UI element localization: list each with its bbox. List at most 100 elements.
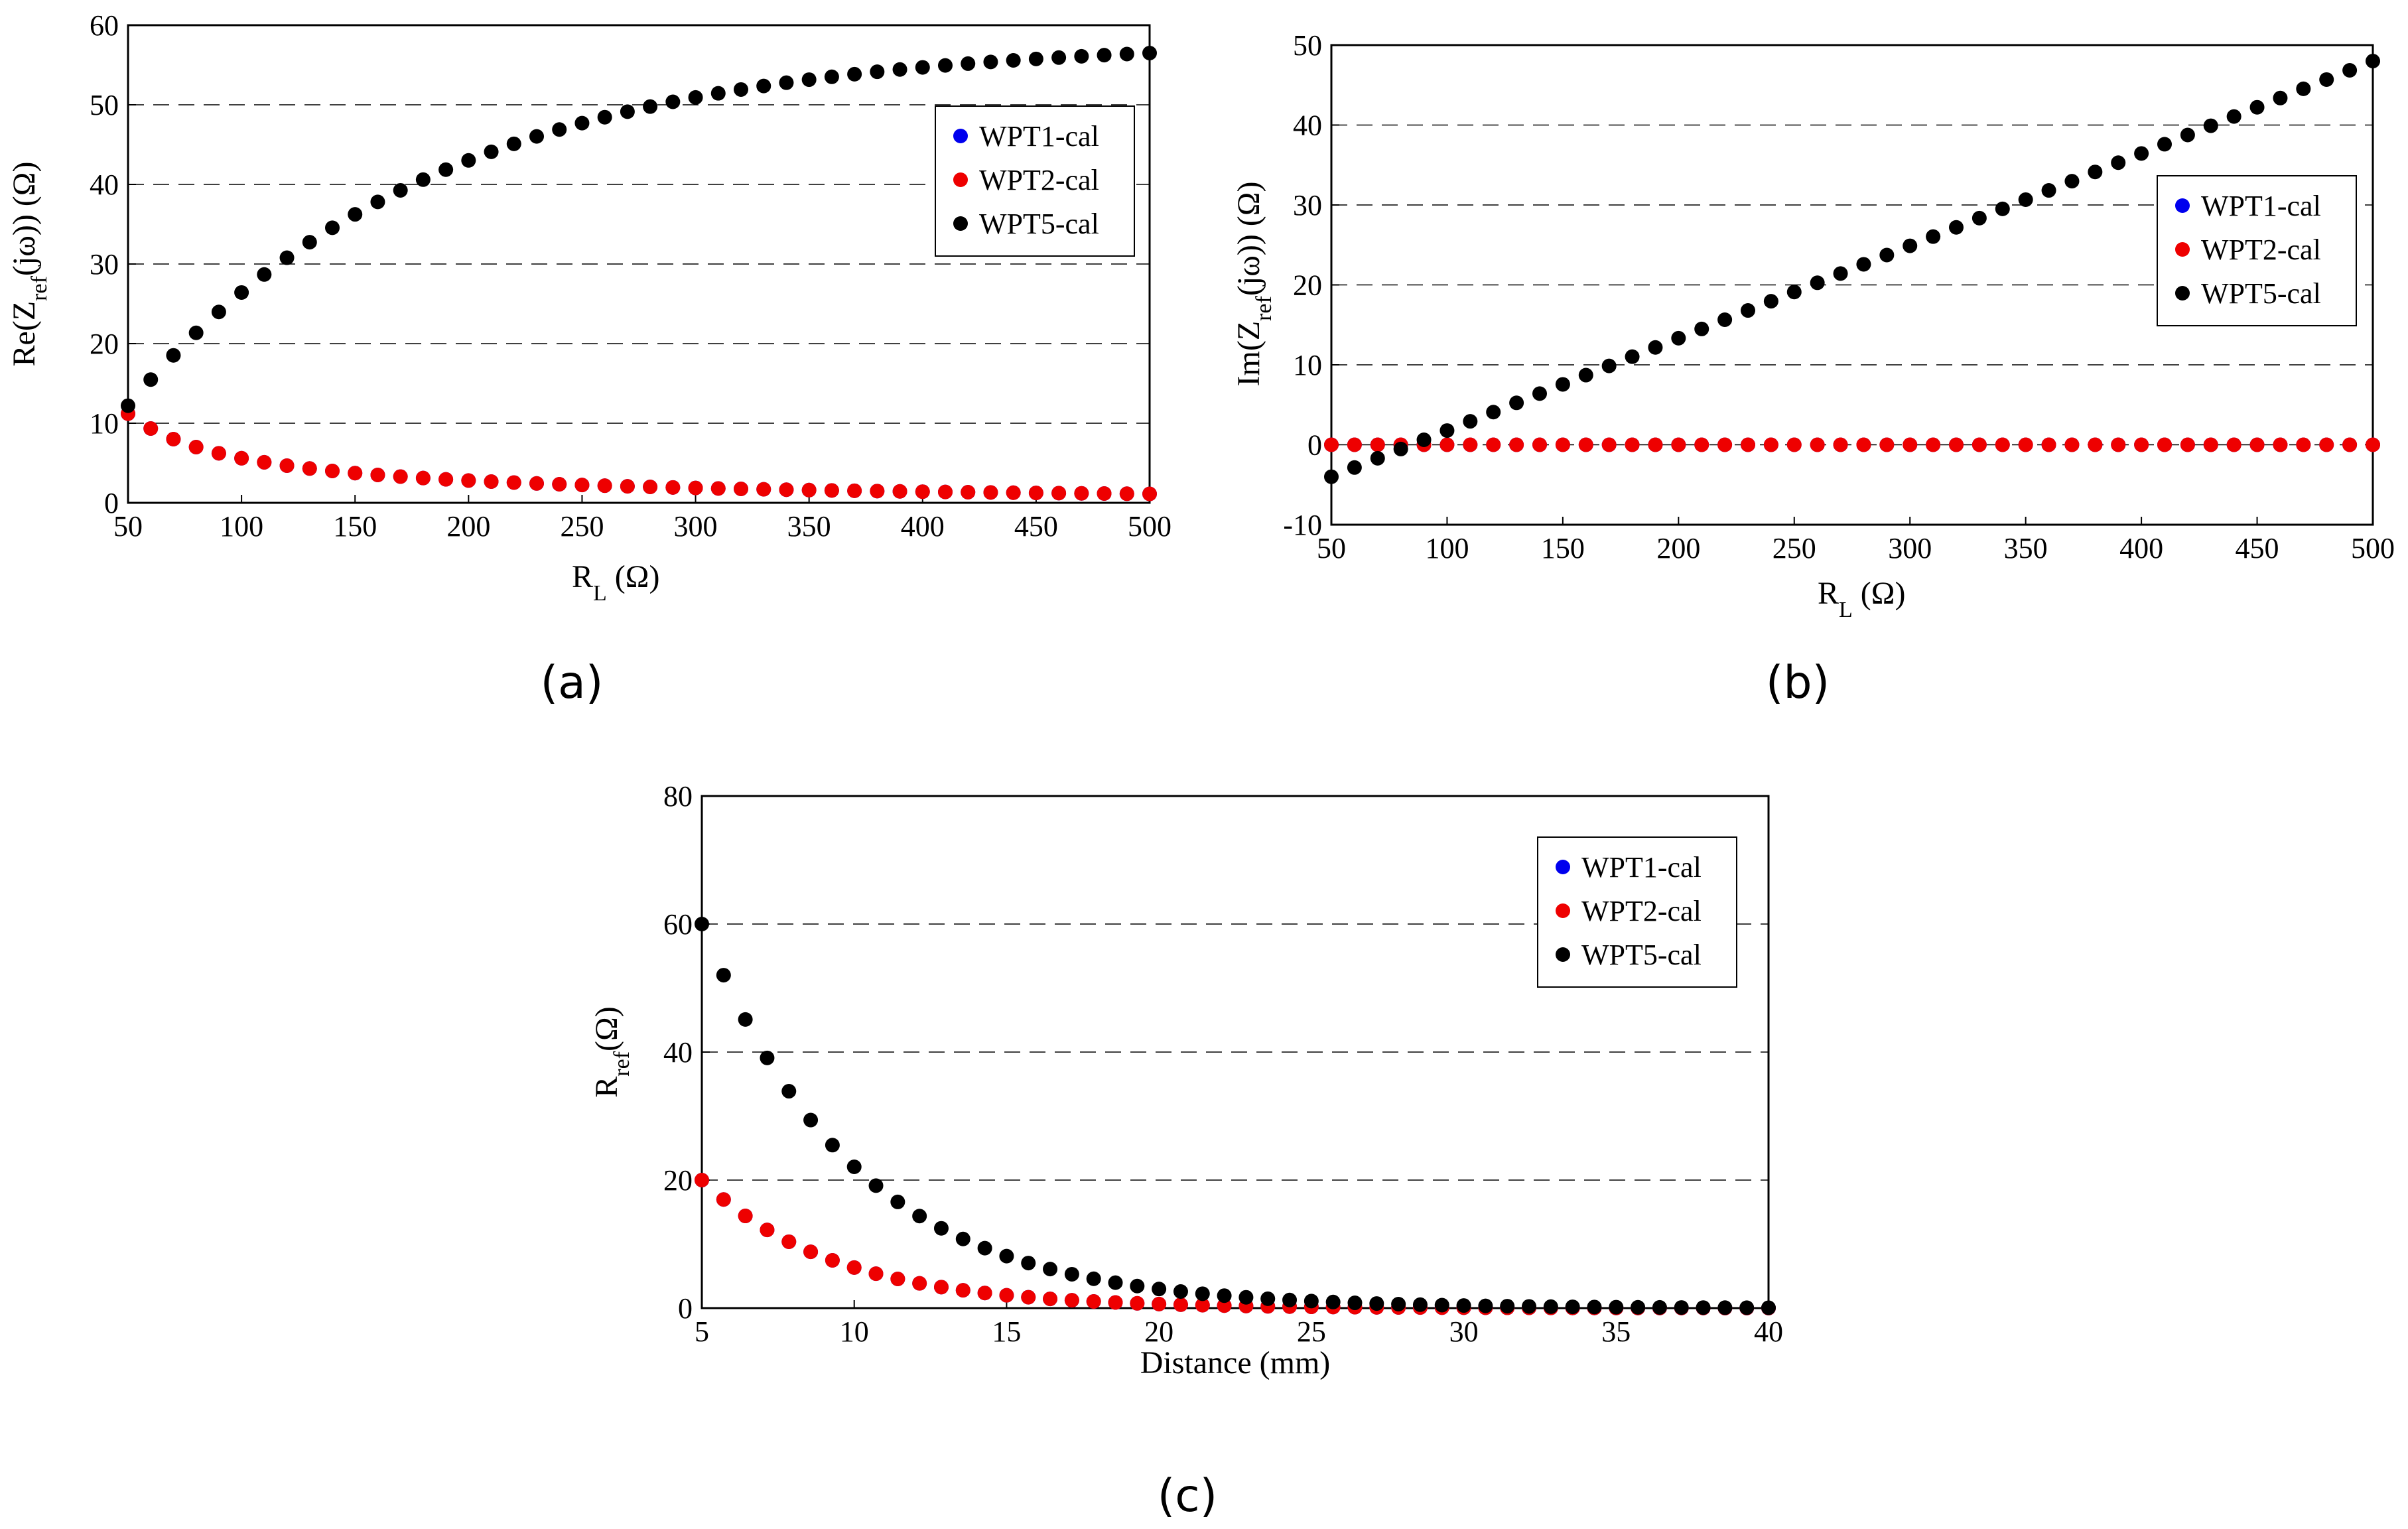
- data-point-wpt2-cal: [1130, 1296, 1145, 1311]
- data-point-wpt5-cal: [1786, 285, 1802, 300]
- panel-b-data-points: [1324, 54, 2380, 484]
- data-point-wpt2-cal: [529, 476, 544, 491]
- data-point-wpt5-cal: [620, 104, 635, 119]
- data-point-wpt2-cal: [461, 473, 476, 488]
- data-point-wpt5-cal: [1369, 1296, 1384, 1311]
- y-tick-label: -10: [1283, 509, 1322, 541]
- data-point-wpt2-cal: [760, 1223, 775, 1238]
- data-point-wpt2-cal: [2111, 437, 2126, 452]
- data-point-wpt5-cal: [1043, 1262, 1058, 1277]
- data-point-wpt2-cal: [915, 484, 930, 499]
- y-tick-label: 60: [663, 908, 693, 941]
- data-point-wpt5-cal: [868, 1178, 884, 1193]
- data-point-wpt2-cal: [348, 466, 363, 481]
- legend-label-wpt1-cal: WPT1-cal: [1581, 851, 1702, 884]
- panel-b-chart: -10 0 10 20 30 40 50 50 100 150 200 250 300 350 400 450…: [1231, 29, 2395, 709]
- data-point-wpt2-cal: [847, 483, 862, 498]
- data-point-wpt5-cal: [506, 136, 521, 151]
- x-tick-label: 15: [992, 1315, 1021, 1348]
- data-point-wpt2-cal: [2296, 437, 2311, 452]
- data-point-wpt2-cal: [166, 432, 181, 446]
- data-point-wpt2-cal: [1578, 437, 1593, 452]
- x-tick-label: 500: [2351, 532, 2395, 565]
- y-tick-label: 20: [1293, 269, 1322, 302]
- data-point-wpt2-cal: [824, 483, 839, 498]
- data-point-wpt5-cal: [1587, 1299, 1602, 1315]
- data-point-wpt2-cal: [912, 1276, 927, 1291]
- data-point-wpt2-cal: [1879, 437, 1895, 452]
- data-point-wpt5-cal: [825, 1138, 840, 1153]
- data-point-wpt5-cal: [529, 129, 544, 144]
- data-point-wpt5-cal: [2064, 174, 2080, 189]
- data-point-wpt5-cal: [1671, 330, 1686, 346]
- data-point-wpt5-cal: [1500, 1299, 1515, 1314]
- data-point-wpt5-cal: [1051, 50, 1067, 65]
- data-point-wpt2-cal: [188, 440, 204, 454]
- data-point-wpt2-cal: [552, 477, 567, 492]
- x-tick-label: 450: [1014, 510, 1058, 543]
- data-point-wpt5-cal: [760, 1050, 775, 1065]
- data-point-wpt5-cal: [734, 82, 748, 97]
- data-point-wpt5-cal: [370, 194, 385, 210]
- legend-label-wpt5-cal: WPT5-cal: [2201, 277, 2321, 310]
- data-point-wpt5-cal: [803, 1112, 819, 1128]
- x-tick-label: 10: [840, 1315, 869, 1348]
- data-point-wpt5-cal: [1555, 377, 1570, 392]
- x-tick-label: 400: [901, 510, 945, 543]
- data-point-wpt5-cal: [938, 58, 953, 73]
- data-point-wpt5-cal: [121, 398, 135, 413]
- y-tick-label: 0: [1307, 429, 1322, 462]
- data-point-wpt5-cal: [1717, 1300, 1733, 1315]
- data-point-wpt2-cal: [1810, 437, 1825, 452]
- data-point-wpt2-cal: [506, 475, 521, 490]
- data-point-wpt5-cal: [1217, 1288, 1232, 1303]
- data-point-wpt2-cal: [393, 469, 408, 484]
- y-tick-label: 20: [663, 1164, 693, 1197]
- data-point-wpt2-cal: [803, 1244, 819, 1260]
- data-point-wpt5-cal: [1833, 266, 1848, 281]
- data-point-wpt5-cal: [1195, 1286, 1210, 1301]
- data-point-wpt5-cal: [143, 372, 159, 387]
- data-point-wpt5-cal: [1578, 367, 1593, 383]
- data-point-wpt2-cal: [1509, 437, 1524, 452]
- data-point-wpt2-cal: [1972, 437, 1987, 452]
- data-point-wpt5-cal: [1509, 395, 1524, 411]
- panel-a-gridlines: [128, 104, 1150, 424]
- x-tick-label: 100: [1425, 532, 1469, 565]
- data-point-wpt5-cal: [801, 72, 817, 88]
- data-point-wpt5-cal: [643, 99, 658, 114]
- data-point-wpt5-cal: [438, 162, 454, 177]
- data-point-wpt5-cal: [1456, 1298, 1471, 1313]
- data-point-wpt5-cal: [1028, 51, 1043, 66]
- panel-b-legend: WPT1-cal WPT2-cal WPT5-cal: [2157, 175, 2357, 326]
- legend-marker-wpt5-cal: [2175, 286, 2190, 300]
- data-point-wpt2-cal: [2134, 437, 2149, 452]
- panel-c-y-axis-label: Rref(Ω): [589, 1006, 634, 1097]
- legend-label-wpt5-cal: WPT5-cal: [979, 208, 1099, 240]
- data-point-wpt2-cal: [1006, 485, 1021, 500]
- y-tick-label: 10: [1293, 349, 1322, 381]
- data-point-wpt5-cal: [348, 207, 363, 222]
- data-point-wpt2-cal: [1028, 486, 1043, 501]
- legend-label-wpt2-cal: WPT2-cal: [1581, 895, 1702, 927]
- x-tick-label: 200: [1656, 532, 1700, 565]
- data-point-wpt2-cal: [1694, 437, 1709, 452]
- data-point-wpt2-cal: [415, 470, 431, 486]
- data-point-wpt5-cal: [279, 250, 295, 265]
- data-point-wpt5-cal: [2180, 127, 2195, 143]
- data-point-wpt2-cal: [938, 484, 953, 499]
- data-point-wpt2-cal: [870, 484, 885, 499]
- data-point-wpt2-cal: [143, 421, 159, 436]
- x-tick-label: 500: [1128, 510, 1171, 543]
- panel-a-chart: 0 10 20 30 40 50 60 50 100 150 200 250 300 350 400 450 5…: [7, 9, 1171, 709]
- x-tick-label: 20: [1144, 1315, 1173, 1348]
- data-point-wpt5-cal: [779, 75, 794, 90]
- data-point-wpt5-cal: [933, 1221, 949, 1236]
- data-point-wpt5-cal: [824, 69, 839, 84]
- x-tick-label: 35: [1601, 1315, 1631, 1348]
- data-point-wpt5-cal: [983, 54, 998, 70]
- data-point-wpt5-cal: [2226, 109, 2241, 124]
- data-point-wpt2-cal: [1043, 1292, 1058, 1307]
- data-point-wpt5-cal: [1972, 210, 1987, 226]
- legend-box: [1537, 836, 1737, 988]
